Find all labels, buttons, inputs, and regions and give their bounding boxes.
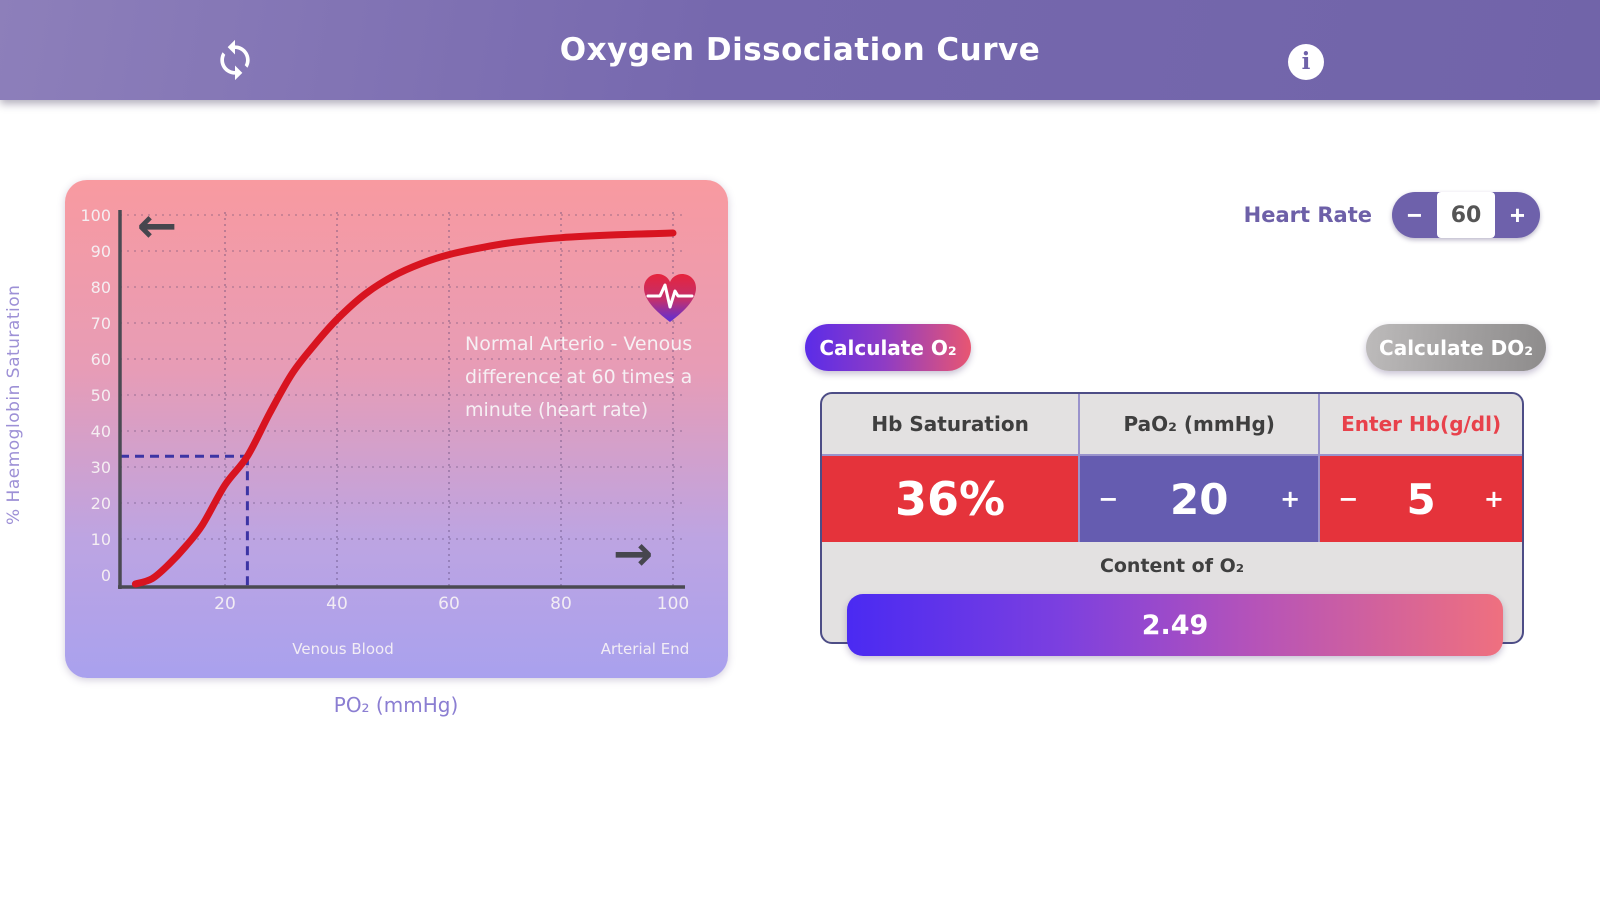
pao2-increment-button[interactable]: + bbox=[1280, 485, 1301, 513]
scroll-left-icon[interactable]: ← bbox=[137, 198, 177, 254]
hb-value: 5 bbox=[1406, 474, 1436, 524]
table-header-row: Hb Saturation PaO₂ (mmHg) Enter Hb(g/dl) bbox=[822, 394, 1522, 456]
hb-increment-button[interactable]: + bbox=[1483, 485, 1504, 513]
annotation-line-1: Normal Arterio - Venous bbox=[465, 333, 692, 355]
y-tick-label: 0 bbox=[101, 566, 111, 585]
pao2-value: 20 bbox=[1170, 474, 1229, 524]
x-tick-label: 100 bbox=[657, 594, 689, 614]
x-end-label-arterial: Arterial End bbox=[601, 640, 690, 658]
y-tick-label: 70 bbox=[91, 314, 111, 333]
content-o2-label: Content of O₂ bbox=[1099, 555, 1245, 577]
info-button[interactable]: i bbox=[1288, 44, 1324, 80]
heart-rate-decrement-button[interactable]: − bbox=[1392, 192, 1437, 238]
y-tick-label: 40 bbox=[91, 422, 111, 441]
refresh-icon bbox=[220, 39, 250, 81]
calculate-o2-button[interactable]: Calculate O₂ bbox=[805, 324, 971, 371]
chart-canvas: 0 10 20 30 40 50 60 70 80 90 100 20 40 60 80 100 ← → No… bbox=[80, 198, 696, 658]
calculate-do2-button[interactable]: Calculate DO₂ bbox=[1366, 324, 1546, 371]
y-tick-label: 10 bbox=[91, 530, 111, 549]
heart-rate-stepper: − 60 + bbox=[1392, 192, 1540, 238]
x-tick-label: 40 bbox=[326, 594, 348, 614]
y-tick-label: 60 bbox=[91, 350, 111, 369]
col-header-hb-saturation: Hb Saturation bbox=[822, 394, 1079, 456]
heart-rate-control: Heart Rate − 60 + bbox=[1100, 192, 1540, 238]
y-tick-label: 20 bbox=[91, 494, 111, 513]
pao2-stepper-cell: − 20 + bbox=[1078, 456, 1319, 542]
dissociation-chart: 0 10 20 30 40 50 60 70 80 90 100 20 40 60 80 100 ← → No… bbox=[65, 180, 728, 678]
x-end-label-venous: Venous Blood bbox=[292, 640, 393, 658]
col-header-pao2: PaO₂ (mmHg) bbox=[1078, 394, 1319, 456]
x-tick-label: 20 bbox=[214, 594, 236, 614]
x-axis-title: PO₂ (mmHg) bbox=[333, 693, 459, 717]
heart-rate-value[interactable]: 60 bbox=[1437, 192, 1495, 238]
scroll-right-icon[interactable]: → bbox=[613, 526, 653, 582]
hb-saturation-cell: 36% bbox=[822, 456, 1079, 542]
hb-saturation-value: 36% bbox=[895, 472, 1006, 526]
x-tick-label: 80 bbox=[550, 594, 572, 614]
page-title: Oxygen Dissociation Curve bbox=[559, 32, 1041, 68]
annotation-line-3: minute (heart rate) bbox=[465, 399, 648, 421]
heart-rate-label: Heart Rate bbox=[1243, 203, 1372, 227]
table-value-row: 36% − 20 + − 5 + bbox=[822, 456, 1522, 542]
y-tick-label: 30 bbox=[91, 458, 111, 477]
y-tick-label: 100 bbox=[80, 206, 111, 225]
col-header-enter-hb: Enter Hb(g/dl) bbox=[1318, 394, 1522, 456]
refresh-button[interactable] bbox=[213, 38, 257, 82]
content-o2-value: 2.49 bbox=[847, 594, 1503, 656]
x-tick-label: 60 bbox=[438, 594, 460, 614]
hb-decrement-button[interactable]: − bbox=[1338, 485, 1359, 513]
pao2-decrement-button[interactable]: − bbox=[1098, 485, 1119, 513]
y-axis-title: % Haemoglobin Saturation bbox=[4, 284, 24, 526]
hb-stepper-cell: − 5 + bbox=[1318, 456, 1522, 542]
y-tick-label: 50 bbox=[91, 386, 111, 405]
dissociation-curve bbox=[131, 229, 677, 588]
y-tick-label: 80 bbox=[91, 278, 111, 297]
heart-rate-increment-button[interactable]: + bbox=[1495, 192, 1540, 238]
y-tick-label: 90 bbox=[91, 242, 111, 261]
annotation-line-2: difference at 60 times a bbox=[465, 366, 692, 388]
info-icon: i bbox=[1301, 48, 1311, 75]
oxygen-table: Hb Saturation PaO₂ (mmHg) Enter Hb(g/dl)… bbox=[820, 392, 1524, 656]
heart-pulse-icon bbox=[644, 274, 696, 322]
app-header: Oxygen Dissociation Curve i bbox=[0, 0, 1600, 100]
